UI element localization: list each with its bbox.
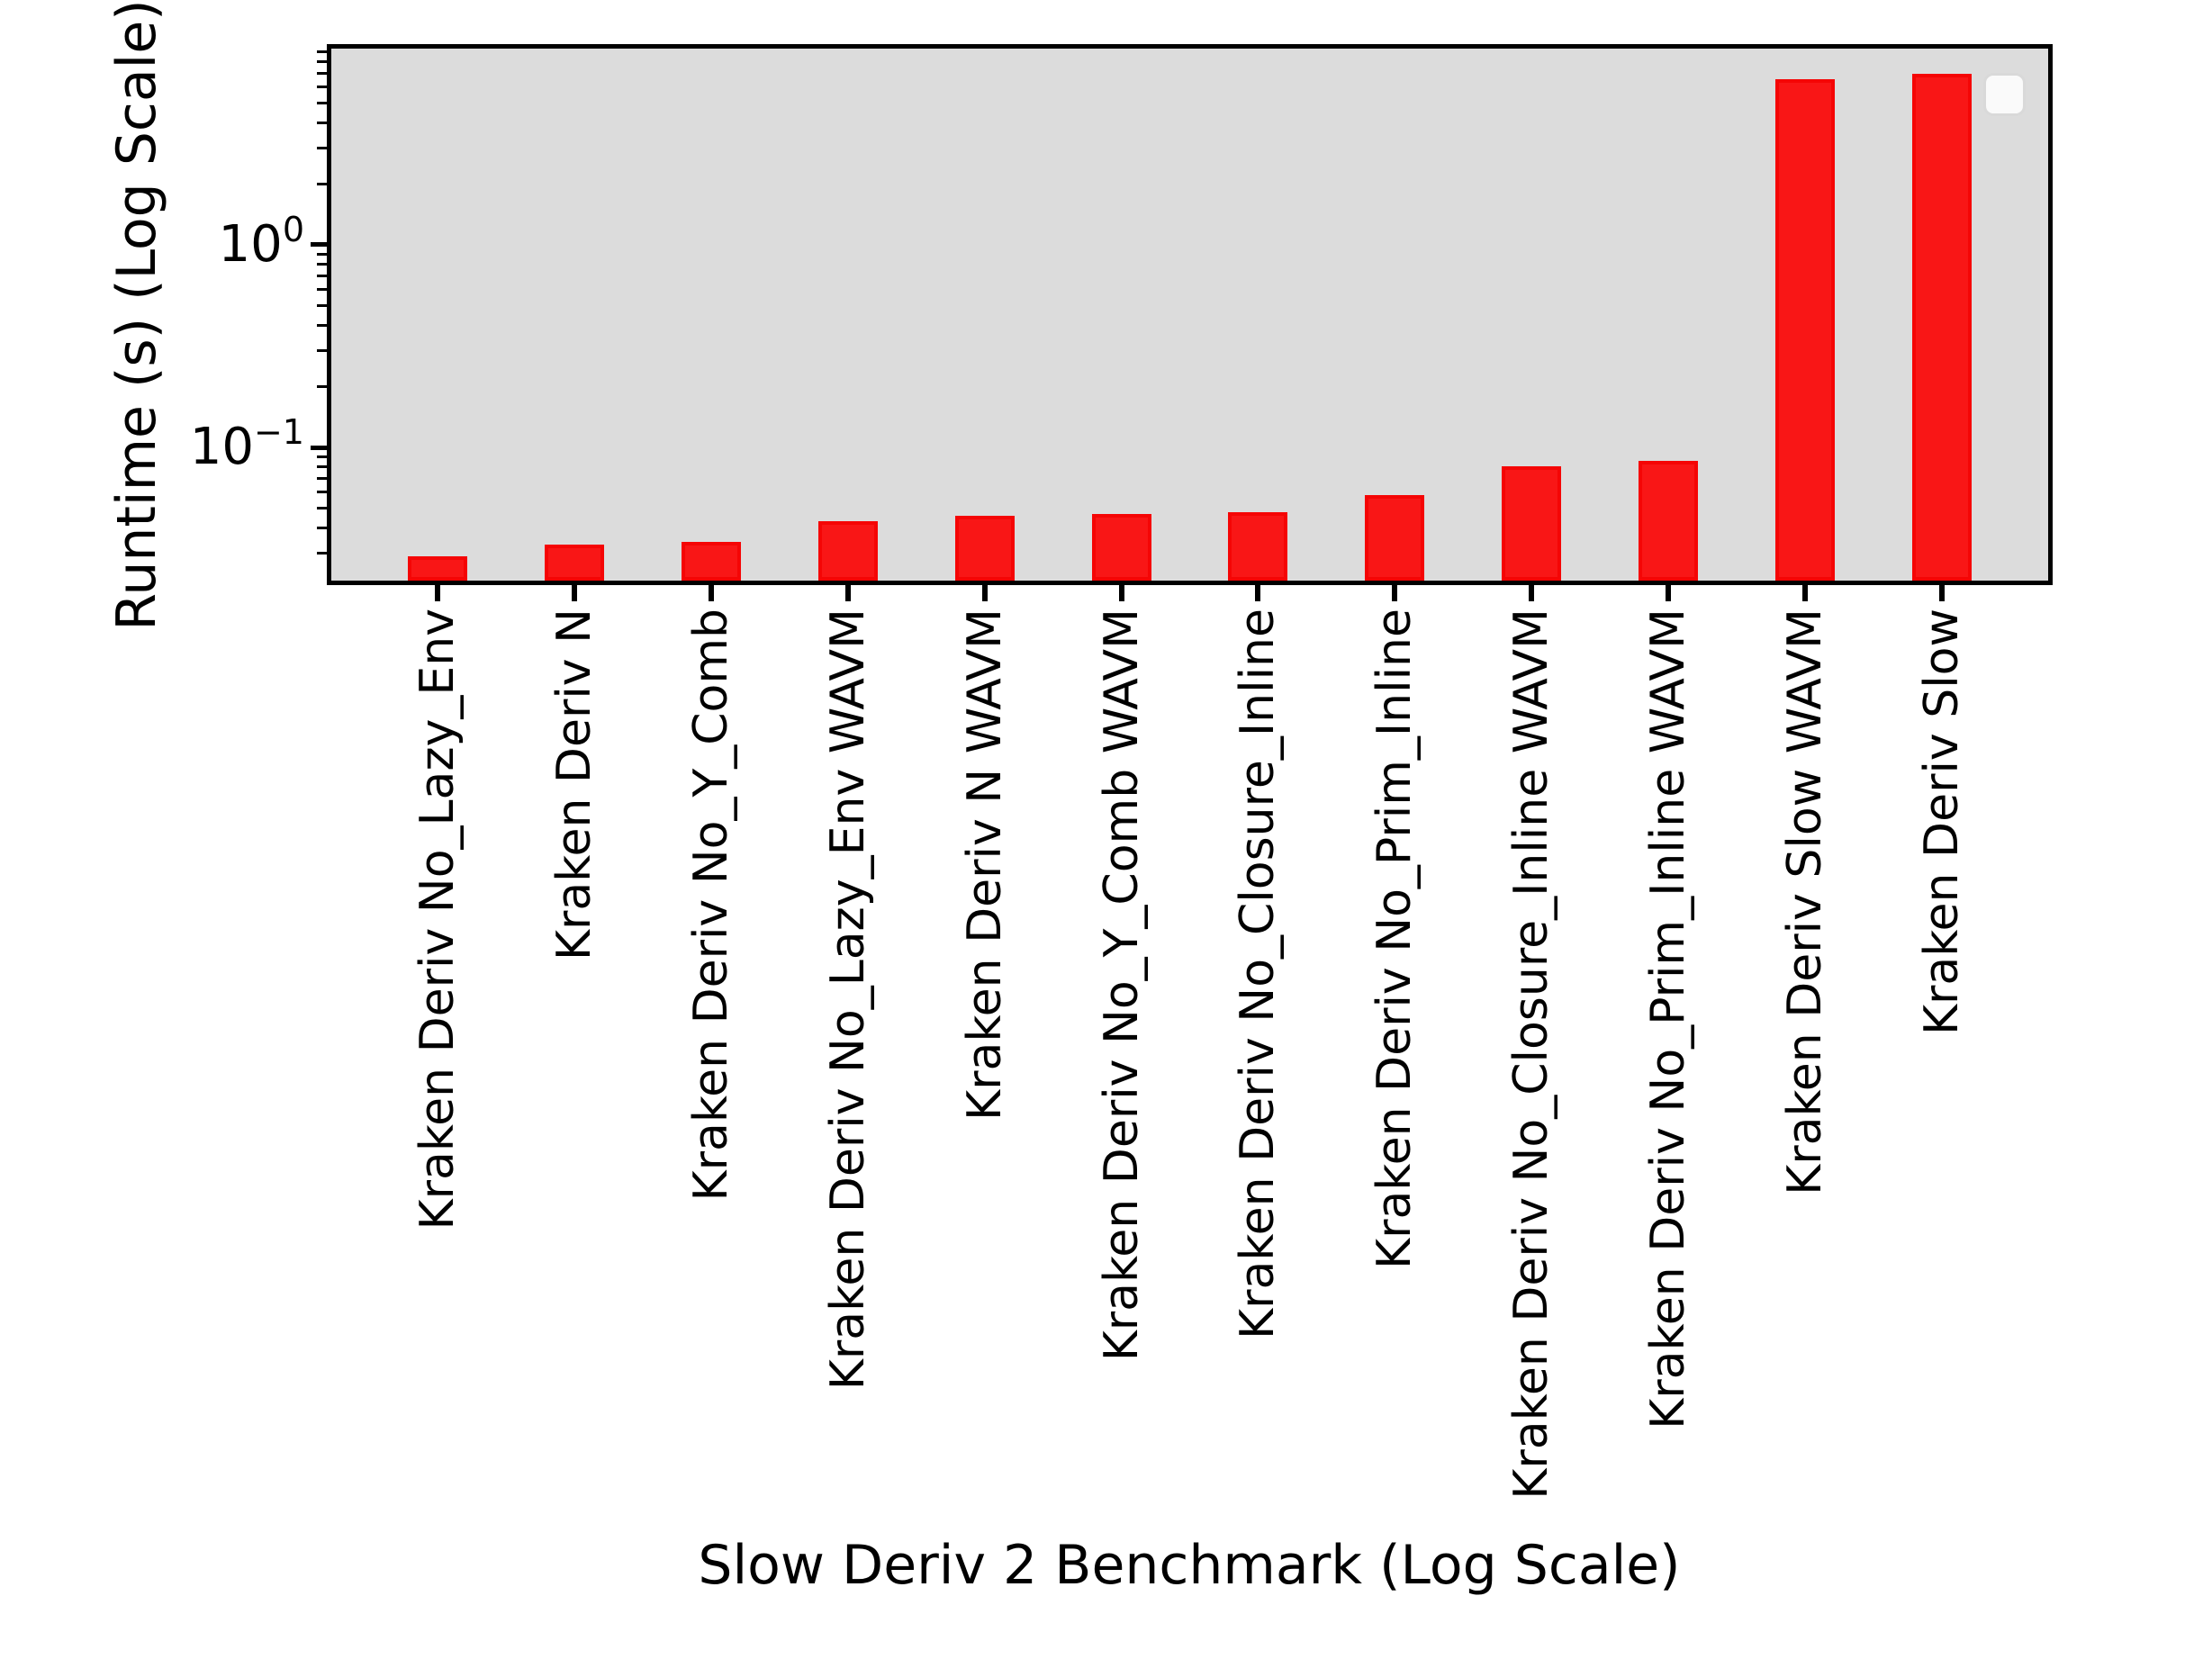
x-tick-label: Kraken Deriv No_Y_Comb xyxy=(683,609,738,1202)
x-tick-label: Kraken Deriv No_Lazy_Env xyxy=(411,609,465,1231)
y-minor-tick xyxy=(317,552,327,555)
bar xyxy=(954,515,1015,581)
plot-area xyxy=(331,49,2048,581)
x-tick-label: Kraken Deriv Slow xyxy=(1915,609,1969,1036)
x-tick-label: Kraken Deriv No_Closure_Inline xyxy=(1231,609,1286,1339)
y-minor-tick xyxy=(317,384,327,388)
x-tick xyxy=(1939,585,1945,601)
y-minor-tick xyxy=(317,324,327,328)
x-tick xyxy=(1255,585,1261,601)
x-tick xyxy=(1802,585,1809,601)
x-tick xyxy=(844,585,851,601)
x-tick-label: Kraken Deriv No_Prim_Inline WAVM xyxy=(1641,609,1696,1429)
y-minor-tick xyxy=(317,50,327,53)
y-tick-label: 100 xyxy=(218,209,304,274)
y-minor-tick xyxy=(317,491,327,494)
x-tick xyxy=(1529,585,1535,601)
bar xyxy=(1365,495,1425,581)
y-axis-label: Runtime (s) (Log Scale) xyxy=(105,0,168,631)
x-tick xyxy=(981,585,988,601)
y-minor-tick xyxy=(317,263,327,266)
x-tick-label: Kraken Deriv No_Closure_Inline WAVM xyxy=(1504,609,1559,1500)
x-tick xyxy=(1118,585,1124,601)
x-tick xyxy=(435,585,440,601)
x-tick-label: Kraken Deriv Slow WAVM xyxy=(1778,609,1833,1195)
y-minor-tick xyxy=(317,102,327,105)
y-minor-tick xyxy=(317,60,327,64)
x-tick-label: Kraken Deriv No_Prim_Inline xyxy=(1368,609,1422,1270)
bar xyxy=(1912,73,1972,581)
bar xyxy=(1639,460,1699,581)
bar xyxy=(1502,465,1562,581)
x-tick-label: Kraken Deriv No_Lazy_Env WAVM xyxy=(820,609,875,1391)
bar xyxy=(817,521,878,581)
y-minor-tick xyxy=(317,477,327,481)
y-major-tick xyxy=(311,242,327,248)
y-minor-tick xyxy=(317,182,327,185)
y-tick-label: 10−1 xyxy=(189,412,304,476)
y-minor-tick xyxy=(317,72,327,76)
legend-box xyxy=(1983,73,2026,116)
bar xyxy=(544,545,604,581)
x-tick xyxy=(708,585,714,601)
bar xyxy=(1091,513,1151,581)
y-minor-tick xyxy=(317,275,327,278)
x-tick xyxy=(571,585,577,601)
y-minor-tick xyxy=(317,455,327,458)
plot-spines xyxy=(327,44,2053,585)
bar xyxy=(408,555,467,581)
x-tick-label: Kraken Deriv N xyxy=(546,609,601,961)
y-minor-tick xyxy=(317,527,327,530)
bar xyxy=(1228,511,1288,581)
y-minor-tick xyxy=(317,252,327,256)
y-minor-tick xyxy=(317,147,327,150)
y-minor-tick xyxy=(317,86,327,89)
bar xyxy=(1775,78,1836,581)
y-minor-tick xyxy=(317,465,327,469)
x-tick-label: Kraken Deriv N WAVM xyxy=(957,609,1012,1121)
x-tick xyxy=(1666,585,1672,601)
y-minor-tick xyxy=(317,288,327,292)
y-minor-tick xyxy=(317,507,327,510)
bar xyxy=(681,542,741,581)
y-minor-tick xyxy=(317,121,327,124)
x-axis-label: Slow Deriv 2 Benchmark (Log Scale) xyxy=(698,1534,1681,1597)
x-tick xyxy=(1392,585,1398,601)
x-tick-label: Kraken Deriv No_Y_Comb WAVM xyxy=(1094,609,1149,1362)
y-minor-tick xyxy=(317,349,327,353)
y-minor-tick xyxy=(317,304,327,308)
y-major-tick xyxy=(311,445,327,450)
